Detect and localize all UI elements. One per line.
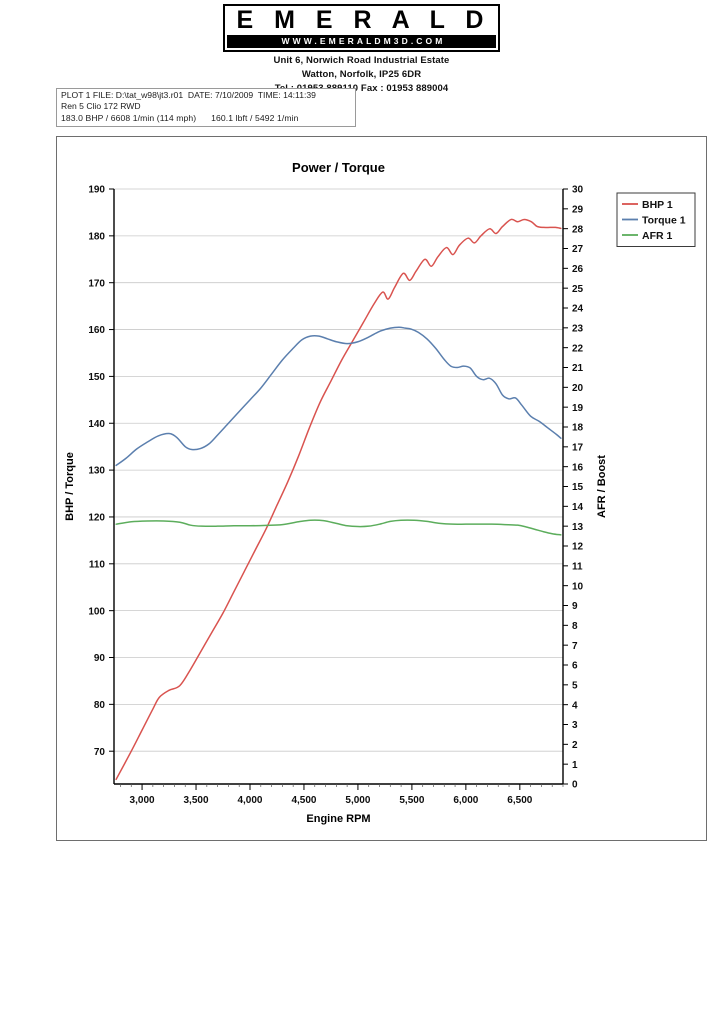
y-tick-label-left: 180 <box>88 231 105 242</box>
series-afr-1 <box>115 519 562 536</box>
y-tick-label-right: 18 <box>572 423 584 434</box>
y-tick-label-right: 9 <box>572 601 578 612</box>
brand-wordmark: E M E R A L D <box>236 6 491 34</box>
address-line-1: Unit 6, Norwich Road Industrial Estate <box>273 54 450 66</box>
y-tick-label-left: 80 <box>94 700 106 711</box>
company-letterhead: E M E R A L D WWW.EMERALDM3D.COM Unit 6,… <box>0 4 723 94</box>
x-tick-label: 3,500 <box>184 795 209 806</box>
brand-website: WWW.EMERALDM3D.COM <box>226 35 497 48</box>
y-tick-label-right: 19 <box>572 403 584 414</box>
plot-file-line: PLOT 1 FILE: D:\tat_w98\jt3.r01 DATE: 7/… <box>61 90 316 100</box>
y-tick-label-right: 20 <box>572 383 584 394</box>
y-tick-label-right: 22 <box>572 343 584 354</box>
y-tick-label-right: 26 <box>572 264 584 275</box>
y-tick-label-right: 14 <box>572 502 584 513</box>
contact-line: Tel : 01953 889110 Fax : 01953 889004 <box>274 82 449 94</box>
y-tick-label-right: 21 <box>572 363 584 374</box>
legend-label-afr-1: AFR 1 <box>642 230 672 242</box>
series-bhp-1 <box>115 218 562 781</box>
y-tick-label-left: 110 <box>89 559 106 570</box>
x-tick-label: 3,000 <box>130 795 155 806</box>
y-tick-label-right: 13 <box>572 522 584 533</box>
y-tick-label-right: 10 <box>572 581 584 592</box>
y-axis-title-right: AFR / Boost <box>596 455 608 518</box>
x-axis-title: Engine RPM <box>306 813 370 825</box>
axes <box>109 188 568 790</box>
y-tick-label-right: 28 <box>572 224 584 235</box>
emerald-logo: E M E R A L D WWW.EMERALDM3D.COM <box>222 4 501 52</box>
y-tick-label-right: 15 <box>572 482 584 493</box>
grid-lines <box>114 188 563 752</box>
y-tick-label-right: 7 <box>572 641 578 652</box>
y-tick-label-right: 3 <box>572 720 578 731</box>
y-tick-label-right: 11 <box>572 561 583 572</box>
y-tick-label-right: 25 <box>572 284 584 295</box>
y-tick-label-left: 190 <box>88 185 105 196</box>
x-tick-label: 4,500 <box>291 795 316 806</box>
axis-labels: 7080901001101201301401501601701801900123… <box>64 185 608 825</box>
y-tick-label-left: 100 <box>88 606 105 617</box>
x-tick-label: 6,000 <box>453 795 478 806</box>
y-tick-label-right: 30 <box>572 185 584 196</box>
x-tick-label: 5,000 <box>345 795 370 806</box>
y-tick-label-left: 120 <box>88 513 105 524</box>
y-tick-label-right: 0 <box>572 780 578 791</box>
plot-vehicle-line: Ren 5 Clio 172 RWD <box>61 101 141 112</box>
y-tick-label-left: 70 <box>94 747 106 758</box>
dyno-chart-frame: 70 80 90 100 110 120 130 140 150 160 170 180 190 0 1 2 3… <box>56 136 707 841</box>
y-tick-label-right: 2 <box>572 740 578 751</box>
y-tick-label-right: 4 <box>572 700 578 711</box>
y-tick-label-right: 23 <box>572 323 584 334</box>
y-tick-label-left: 150 <box>88 372 105 383</box>
x-tick-label: 4,000 <box>237 795 262 806</box>
y-tick-label-right: 16 <box>572 462 584 473</box>
y-tick-label-left: 130 <box>88 466 105 477</box>
y-tick-label-right: 27 <box>572 244 584 255</box>
y-tick-label-right: 17 <box>572 442 584 453</box>
legend-label-bhp-1: BHP 1 <box>642 199 673 211</box>
y-tick-label-left: 90 <box>94 653 106 664</box>
y-tick-label-right: 5 <box>572 680 578 691</box>
y-tick-label-right: 6 <box>572 661 578 672</box>
series-curves <box>115 218 562 781</box>
y-tick-label-right: 29 <box>572 204 584 215</box>
power-torque-chart: 7080901001101201301401501601701801900123… <box>64 160 696 825</box>
series-torque-1 <box>115 326 562 467</box>
plot-info-box: PLOT 1 FILE: D:\tat_w98\jt3.r01 DATE: 7/… <box>56 88 356 128</box>
legend-label-torque-1: Torque 1 <box>642 214 686 226</box>
y-tick-label-left: 160 <box>88 325 105 336</box>
chart-legend: BHP 1 Torque 1 AFR 1 <box>616 192 696 247</box>
y-axis-title-left: BHP / Torque <box>64 452 76 521</box>
x-tick-label: 6,500 <box>507 795 532 806</box>
plot-peaks-line: 183.0 BHP / 6608 1/min (114 mph) 160.1 l… <box>61 112 299 123</box>
y-tick-label-right: 1 <box>572 760 578 771</box>
chart-title: Power / Torque <box>292 160 385 175</box>
y-tick-label-right: 8 <box>572 621 578 632</box>
y-tick-label-left: 140 <box>88 419 105 430</box>
address-line-2: Watton, Norfolk, IP25 6DR <box>301 68 422 80</box>
y-tick-label-left: 170 <box>88 278 105 289</box>
y-tick-label-right: 12 <box>572 542 584 553</box>
y-tick-label-right: 24 <box>572 304 584 315</box>
x-tick-label: 5,500 <box>399 795 424 806</box>
